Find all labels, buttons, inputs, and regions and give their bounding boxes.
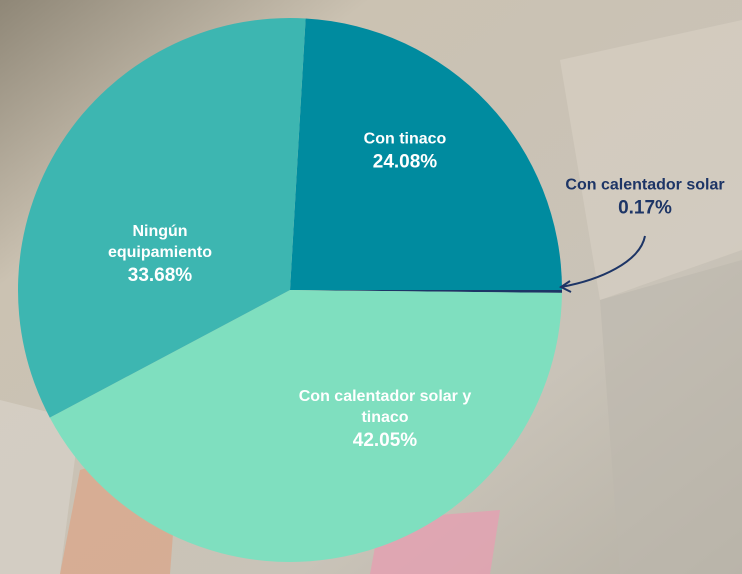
value-label: 42.05% (352, 430, 418, 451)
pie-slice (290, 290, 562, 293)
field (0, 400, 80, 574)
pie-slice (18, 18, 306, 418)
field (600, 260, 742, 574)
arrow-head (559, 280, 572, 293)
slice-label: Ningún equipamiento 33.68% (80, 221, 240, 289)
pie-slice (49, 290, 562, 562)
category-label: Con calentador solar (565, 176, 725, 194)
value-label: 0.17% (618, 197, 672, 219)
slice-label: Con calentador solar y tinaco 42.05% (295, 386, 475, 454)
value-label: 33.68% (127, 265, 193, 286)
value-label: 24.08% (372, 151, 438, 173)
pie-slice (290, 18, 562, 291)
category-label: Con tinaco (363, 130, 447, 148)
field (560, 20, 742, 300)
category-label: Con calentador solar y tinaco (298, 388, 472, 426)
slice-label: Con calentador solar 0.17% (565, 175, 725, 222)
slice-label: Con tinaco 24.08% (330, 129, 480, 176)
leader-line (560, 235, 646, 288)
category-label: Ningún equipamiento (107, 223, 212, 261)
